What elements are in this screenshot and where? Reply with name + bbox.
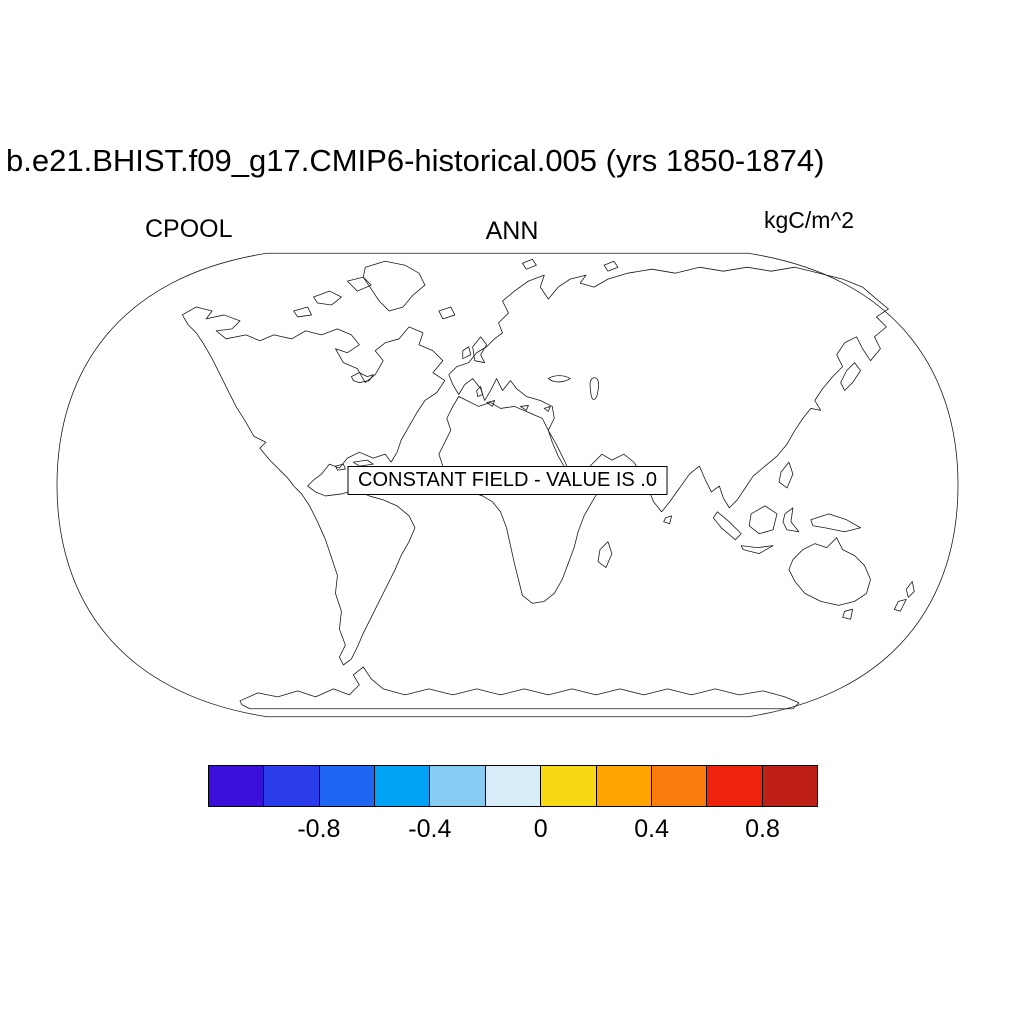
coastline-se-asia-islands — [712, 461, 861, 555]
colorbar-cell-9 — [707, 766, 763, 806]
season-label: ANN — [485, 217, 539, 245]
colorbar-tick-label: 0.8 — [745, 815, 780, 843]
colorbar-tick-label: -0.8 — [297, 815, 341, 843]
inland-seas — [547, 375, 600, 400]
colorbar-tick-label: 0.4 — [634, 815, 670, 843]
colorbar-cell-5 — [485, 766, 542, 806]
colorbar-cell-1 — [264, 766, 320, 806]
coastline-north-islands — [438, 258, 619, 320]
colorbar-cell-7 — [596, 766, 652, 806]
variable-label: CPOOL — [145, 215, 233, 243]
colorbar-ticks: -0.8 -0.4 0 0.4 0.8 — [208, 815, 818, 849]
units-label: kgC/m^2 — [764, 207, 855, 233]
colorbar — [208, 765, 818, 807]
coastline-antarctica — [239, 666, 800, 710]
colorbar-cell-2 — [319, 766, 376, 806]
world-map: CONSTANT FIELD - VALUE IS .0 — [55, 250, 960, 720]
map-frame — [56, 252, 959, 718]
coastline-caribbean — [335, 459, 374, 471]
colorbar-cell-10 — [762, 766, 817, 806]
world-map-svg — [56, 252, 959, 718]
constant-field-annotation: CONSTANT FIELD - VALUE IS .0 — [347, 466, 668, 495]
coastline-japan — [840, 362, 861, 391]
colorbar-tick-label: 0 — [533, 815, 548, 843]
coastline-med-islands — [476, 386, 551, 412]
coastline-arctic-islands — [293, 276, 372, 318]
colorbar-cell-0 — [209, 766, 265, 806]
colorbar-wrap: -0.8 -0.4 0 0.4 0.8 — [208, 765, 818, 849]
colorbar-cell-3 — [375, 766, 431, 806]
colorbar-cell-6 — [541, 766, 597, 806]
coastline-americas — [181, 306, 446, 666]
coastline-british-isles — [462, 336, 488, 364]
coastline-sri-lanka — [663, 515, 672, 525]
colorbar-cell-4 — [430, 766, 486, 806]
coastline-madagascar — [597, 541, 613, 568]
great-lakes — [350, 372, 374, 383]
coastline-greenland — [362, 260, 426, 312]
colorbar-tick-label: -0.4 — [408, 815, 452, 843]
colorbar-cell-8 — [651, 766, 708, 806]
plot-title: b.e21.BHIST.f09_g17.CMIP6-historical.005… — [6, 143, 825, 178]
coastline-eurasia-africa — [438, 266, 889, 604]
coastline-australia — [788, 537, 915, 620]
